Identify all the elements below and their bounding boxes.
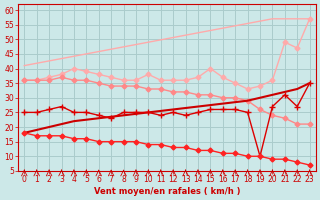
X-axis label: Vent moyen/en rafales ( km/h ): Vent moyen/en rafales ( km/h ) <box>94 187 240 196</box>
